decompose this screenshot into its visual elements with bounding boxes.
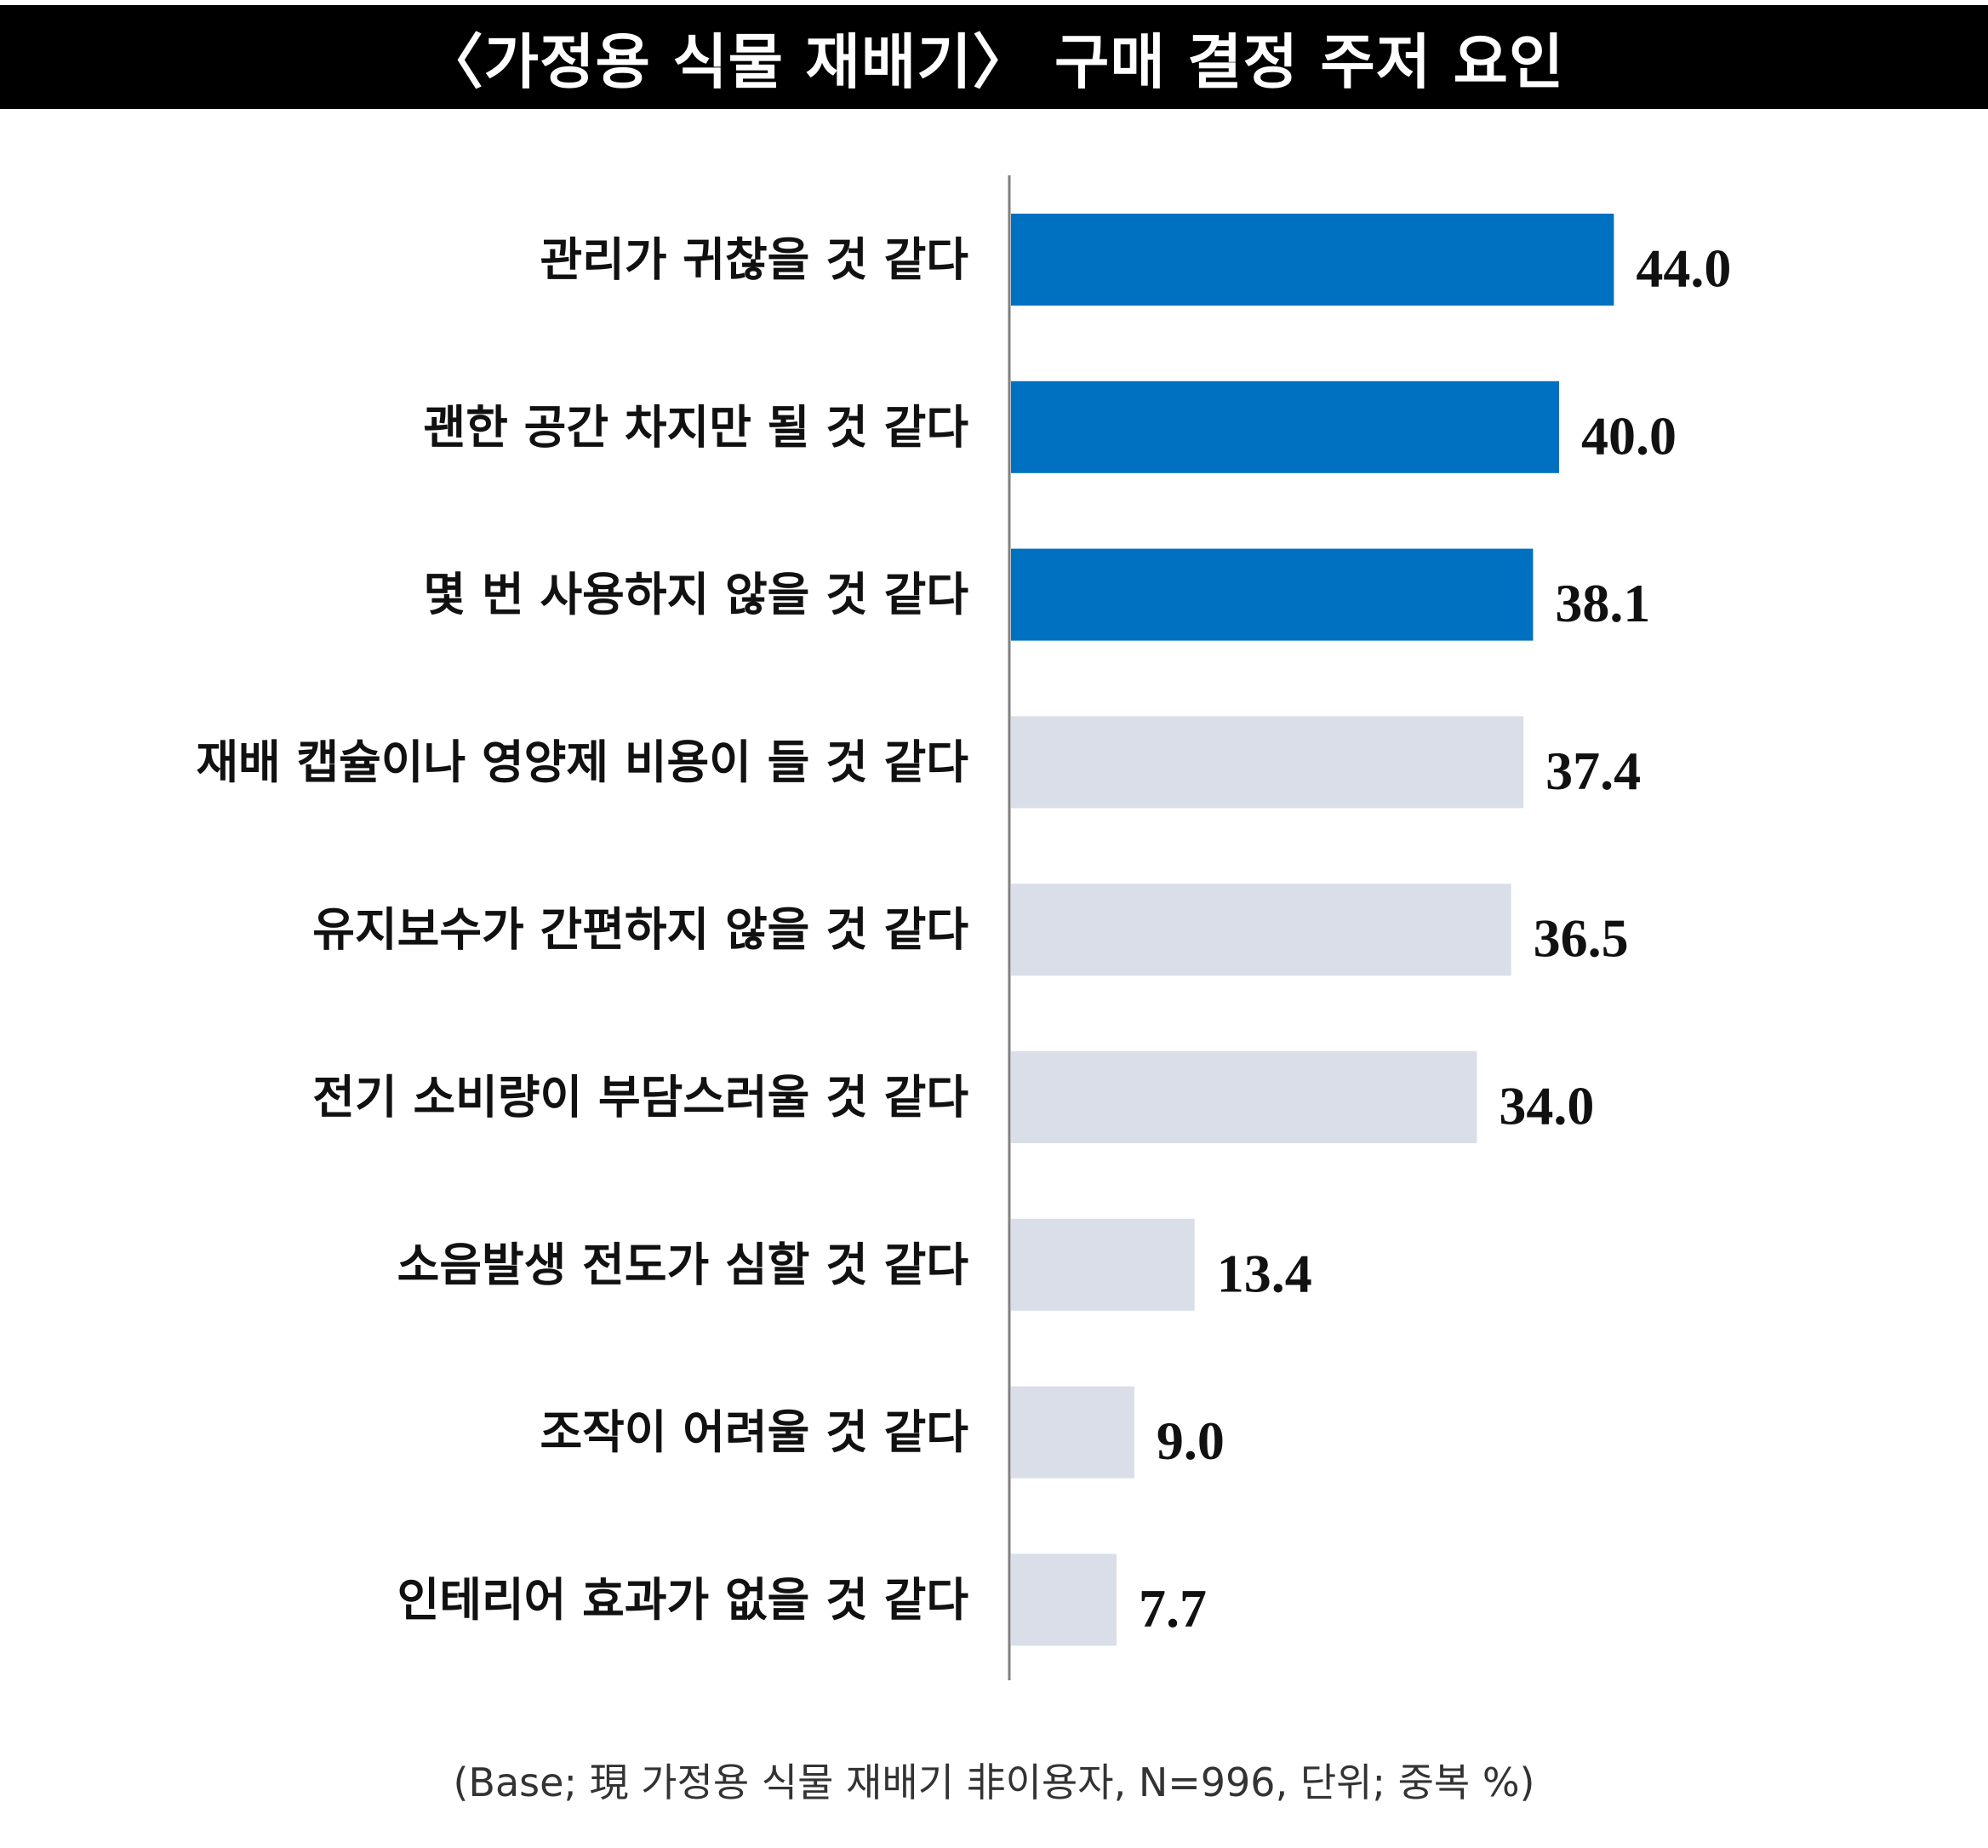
bar-1 [1011,214,1614,306]
category-label-9: 인테리어 효과가 없을 것 같다 [397,1573,969,1627]
category-label-8: 조작이 어려울 것 같다 [540,1405,968,1459]
category-label-6: 전기 소비량이 부담스러울 것 같다 [312,1071,968,1124]
value-label-5: 36.5 [1534,908,1629,969]
bar-5 [1011,884,1511,976]
footnote: (Base; 現 가정용 식물 재배기 非이용자, N=996, 단위; 중복 … [453,1759,1535,1805]
bar-2 [1011,380,1559,473]
value-label-8: 9.0 [1157,1410,1225,1471]
value-label-6: 34.0 [1499,1076,1594,1136]
chart-title: 〈가정용 식물 재배기〉 구매 결정 주저 요인 [423,26,1565,97]
bars-group [1011,214,1614,1646]
bar-3 [1011,548,1534,641]
bar-8 [1011,1386,1134,1479]
bar-7 [1011,1218,1195,1311]
bar-4 [1011,716,1524,809]
category-label-5: 유지보수가 간편하지 않을 것 같다 [312,903,968,957]
bar-9 [1011,1553,1117,1646]
category-label-2: 괜한 공간 차지만 될 것 같다 [424,400,969,454]
value-label-1: 44.0 [1636,238,1731,299]
category-label-4: 재배 캡슐이나 영양제 비용이 들 것 같다 [196,735,968,789]
title-bar: 〈가정용 식물 재배기〉 구매 결정 주저 요인 [0,5,1988,109]
value-labels-group: 44.0 40.0 38.1 37.4 36.5 34.0 13.4 9.0 7.7 [1139,238,1731,1639]
value-label-9: 7.7 [1139,1578,1207,1639]
value-label-7: 13.4 [1217,1243,1312,1303]
value-label-3: 38.1 [1555,573,1650,633]
category-label-7: 소음발생 전도가 심할 것 같다 [397,1238,969,1291]
value-label-4: 37.4 [1545,741,1641,801]
category-label-3: 몇 번 사용하지 않을 것 같다 [424,568,969,621]
value-label-2: 40.0 [1581,405,1677,466]
category-label-1: 관리가 귀찮을 것 같다 [540,233,968,287]
bar-6 [1011,1051,1477,1143]
